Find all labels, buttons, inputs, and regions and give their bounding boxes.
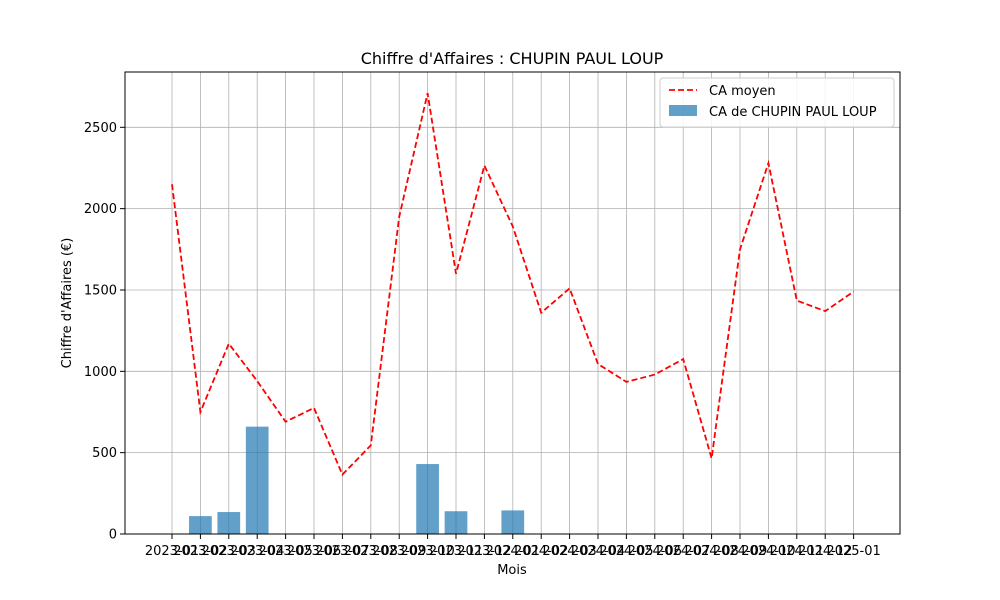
- y-axis: 0 500 1000 1500 2000 2500: [84, 121, 125, 543]
- line-ca-moyen: [171, 92, 855, 477]
- bar-2023-10: [416, 464, 439, 534]
- x-tick-label: 2024-06: [628, 544, 682, 559]
- y-tick-label: 2000: [84, 202, 117, 217]
- legend-box: [659, 77, 895, 128]
- x-tick-label: 2023-05: [258, 544, 312, 559]
- x-tick-label: 2023-07: [315, 544, 369, 559]
- x-tick-label: 2023-04: [230, 544, 284, 559]
- y-tick-label: 1500: [84, 283, 117, 298]
- bar-2023-11: [444, 511, 468, 534]
- x-tick-label: 2024-11: [770, 544, 824, 559]
- x-tick-label: 2024-02: [514, 544, 568, 559]
- bar-2023-04: [245, 426, 269, 534]
- bar-2023-03: [217, 512, 241, 534]
- x-tick-label: 2023-02: [173, 544, 227, 559]
- x-tick-label: 2023-10: [400, 544, 454, 559]
- x-tick-label: 2024-01: [486, 544, 540, 559]
- x-tick-label: 2023-09: [372, 544, 426, 559]
- y-tick-label: 1000: [84, 365, 117, 380]
- chart-title: Chiffre d'Affaires : CHUPIN PAUL LOUP: [361, 49, 664, 68]
- x-tick-label: 2023-11: [429, 544, 483, 559]
- line-series: [171, 92, 855, 477]
- bar-2023-02: [189, 516, 212, 534]
- y-tick-label: 500: [92, 446, 117, 461]
- x-tick-label: 2023-06: [287, 544, 341, 559]
- x-tick-label: 2024-03: [542, 544, 596, 559]
- legend-label-ca-client: CA de CHUPIN PAUL LOUP: [709, 105, 877, 120]
- x-tick-label: 2024-08: [684, 544, 738, 559]
- x-tick-label: 2024-04: [571, 544, 625, 559]
- x-tick-label: 2023-08: [344, 544, 398, 559]
- x-tick-label: 2023-03: [202, 544, 256, 559]
- y-tick-label: 0: [109, 528, 117, 543]
- y-tick-label: 2500: [84, 121, 117, 136]
- x-tick-label: 2023-12: [457, 544, 511, 559]
- x-tick-label: 2024-12: [798, 544, 852, 559]
- x-tick-label: 2024-07: [656, 544, 710, 559]
- x-tick-label: 2024-09: [713, 544, 767, 559]
- legend: CA moyen CA de CHUPIN PAUL LOUP: [659, 77, 895, 128]
- bar-series: [189, 426, 525, 534]
- legend-label-ca-moyen: CA moyen: [709, 84, 776, 99]
- x-axis-title: Mois: [497, 563, 527, 578]
- x-tick-label: 2024-10: [741, 544, 795, 559]
- legend-swatch-ca-client: [669, 105, 697, 116]
- x-axis: 2023-012023-022023-032023-042023-052023-…: [145, 534, 881, 559]
- x-tick-label: 2023-01: [145, 544, 199, 559]
- x-tick-label: 2025-01: [826, 544, 880, 559]
- x-tick-label: 2024-05: [599, 544, 653, 559]
- y-axis-title: Chiffre d'Affaires (€): [60, 238, 75, 369]
- bar-2024-01: [501, 510, 525, 534]
